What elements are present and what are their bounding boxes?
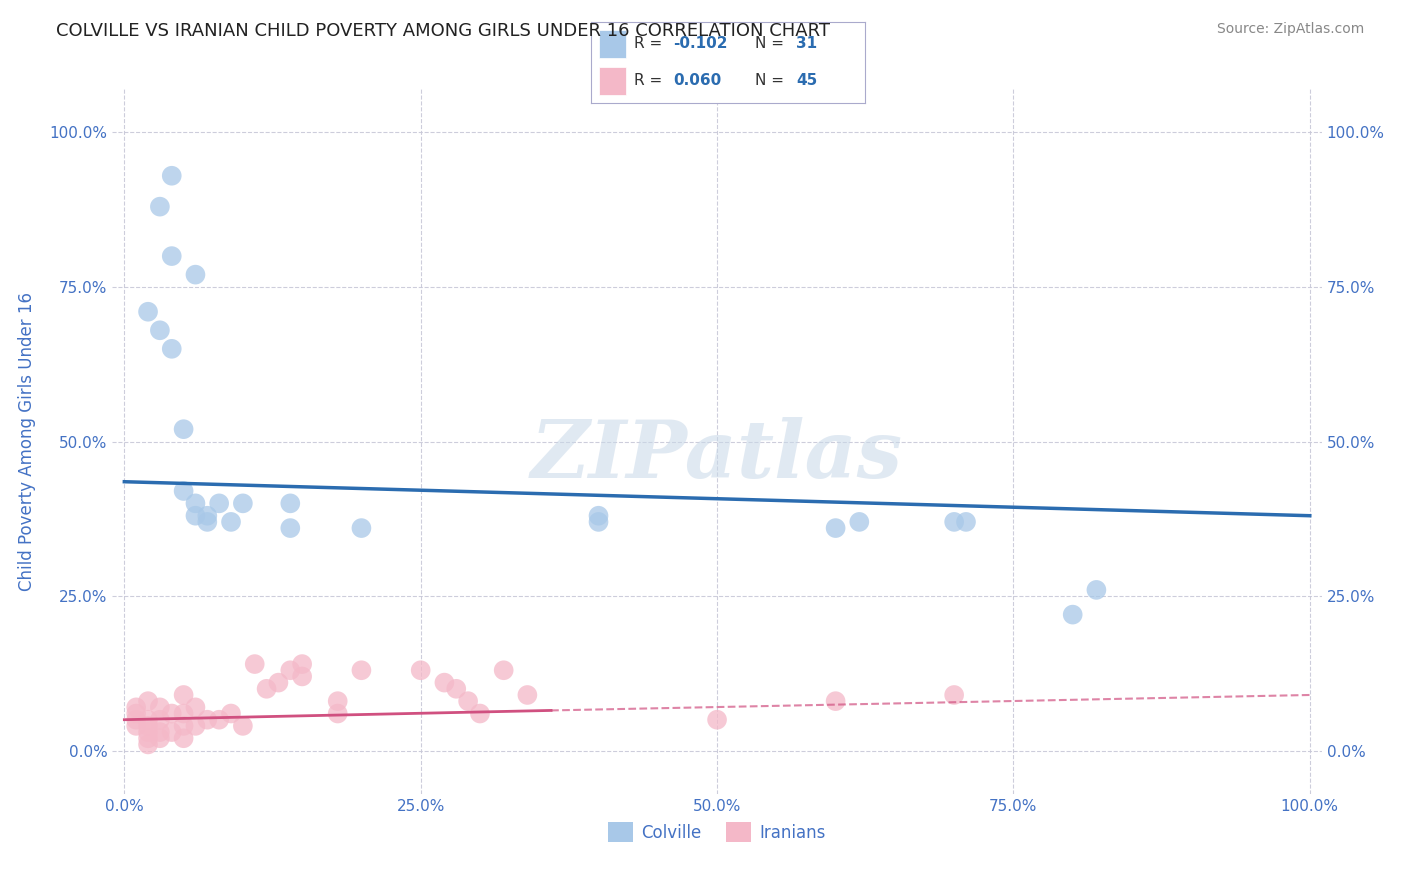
Text: N =: N =: [755, 37, 789, 52]
Point: [125, 706, 148, 721]
Point: [291, 669, 314, 683]
Text: 45: 45: [796, 73, 817, 88]
Text: COLVILLE VS IRANIAN CHILD POVERTY AMONG GIRLS UNDER 16 CORRELATION CHART: COLVILLE VS IRANIAN CHILD POVERTY AMONG …: [56, 22, 830, 40]
Point: [588, 515, 610, 529]
Point: [160, 706, 183, 721]
Point: [243, 657, 266, 671]
Point: [149, 700, 172, 714]
Y-axis label: Child Poverty Among Girls Under 16: Child Poverty Among Girls Under 16: [18, 292, 35, 591]
Point: [184, 719, 207, 733]
Point: [160, 342, 183, 356]
Point: [219, 515, 242, 529]
Point: [208, 713, 231, 727]
Point: [149, 731, 172, 746]
Point: [136, 725, 159, 739]
Point: [208, 496, 231, 510]
Point: [160, 169, 183, 183]
Point: [516, 688, 538, 702]
Point: [125, 700, 148, 714]
Point: [149, 713, 172, 727]
Point: [136, 304, 159, 318]
Point: [136, 713, 159, 727]
Point: [136, 719, 159, 733]
Point: [492, 663, 515, 677]
Point: [446, 681, 468, 696]
Point: [256, 681, 278, 696]
Point: [278, 521, 301, 535]
Point: [184, 496, 207, 510]
Point: [149, 725, 172, 739]
Point: [433, 675, 456, 690]
Text: ZIPatlas: ZIPatlas: [531, 417, 903, 494]
Point: [173, 483, 195, 498]
Point: [326, 706, 349, 721]
Point: [1062, 607, 1084, 622]
Point: [136, 738, 159, 752]
Point: [588, 508, 610, 523]
Point: [195, 508, 218, 523]
Text: 0.060: 0.060: [672, 73, 721, 88]
Bar: [599, 67, 626, 95]
Point: [232, 496, 254, 510]
Point: [184, 700, 207, 714]
Text: N =: N =: [755, 73, 789, 88]
Point: [706, 713, 728, 727]
Text: R =: R =: [634, 37, 668, 52]
Point: [278, 663, 301, 677]
Point: [350, 663, 373, 677]
Text: 31: 31: [796, 37, 817, 52]
Point: [195, 713, 218, 727]
Point: [173, 688, 195, 702]
Point: [173, 719, 195, 733]
Point: [267, 675, 290, 690]
Point: [160, 725, 183, 739]
Point: [184, 508, 207, 523]
Point: [195, 515, 218, 529]
Point: [824, 521, 846, 535]
Point: [350, 521, 373, 535]
Point: [160, 249, 183, 263]
Legend: Colville, Iranians: Colville, Iranians: [602, 815, 832, 849]
Point: [149, 323, 172, 337]
Point: [943, 688, 966, 702]
Point: [149, 200, 172, 214]
Point: [468, 706, 491, 721]
Text: Source: ZipAtlas.com: Source: ZipAtlas.com: [1216, 22, 1364, 37]
Point: [173, 706, 195, 721]
Point: [1085, 582, 1108, 597]
Point: [173, 731, 195, 746]
Point: [326, 694, 349, 708]
Point: [125, 719, 148, 733]
Point: [278, 496, 301, 510]
Point: [125, 713, 148, 727]
Point: [136, 731, 159, 746]
Point: [219, 706, 242, 721]
Point: [184, 268, 207, 282]
Text: R =: R =: [634, 73, 668, 88]
Point: [136, 694, 159, 708]
Point: [173, 422, 195, 436]
Text: -0.102: -0.102: [672, 37, 727, 52]
Point: [848, 515, 870, 529]
Bar: [599, 30, 626, 58]
Point: [955, 515, 977, 529]
Point: [943, 515, 966, 529]
Point: [232, 719, 254, 733]
Point: [409, 663, 432, 677]
Point: [824, 694, 846, 708]
Point: [291, 657, 314, 671]
Point: [457, 694, 479, 708]
